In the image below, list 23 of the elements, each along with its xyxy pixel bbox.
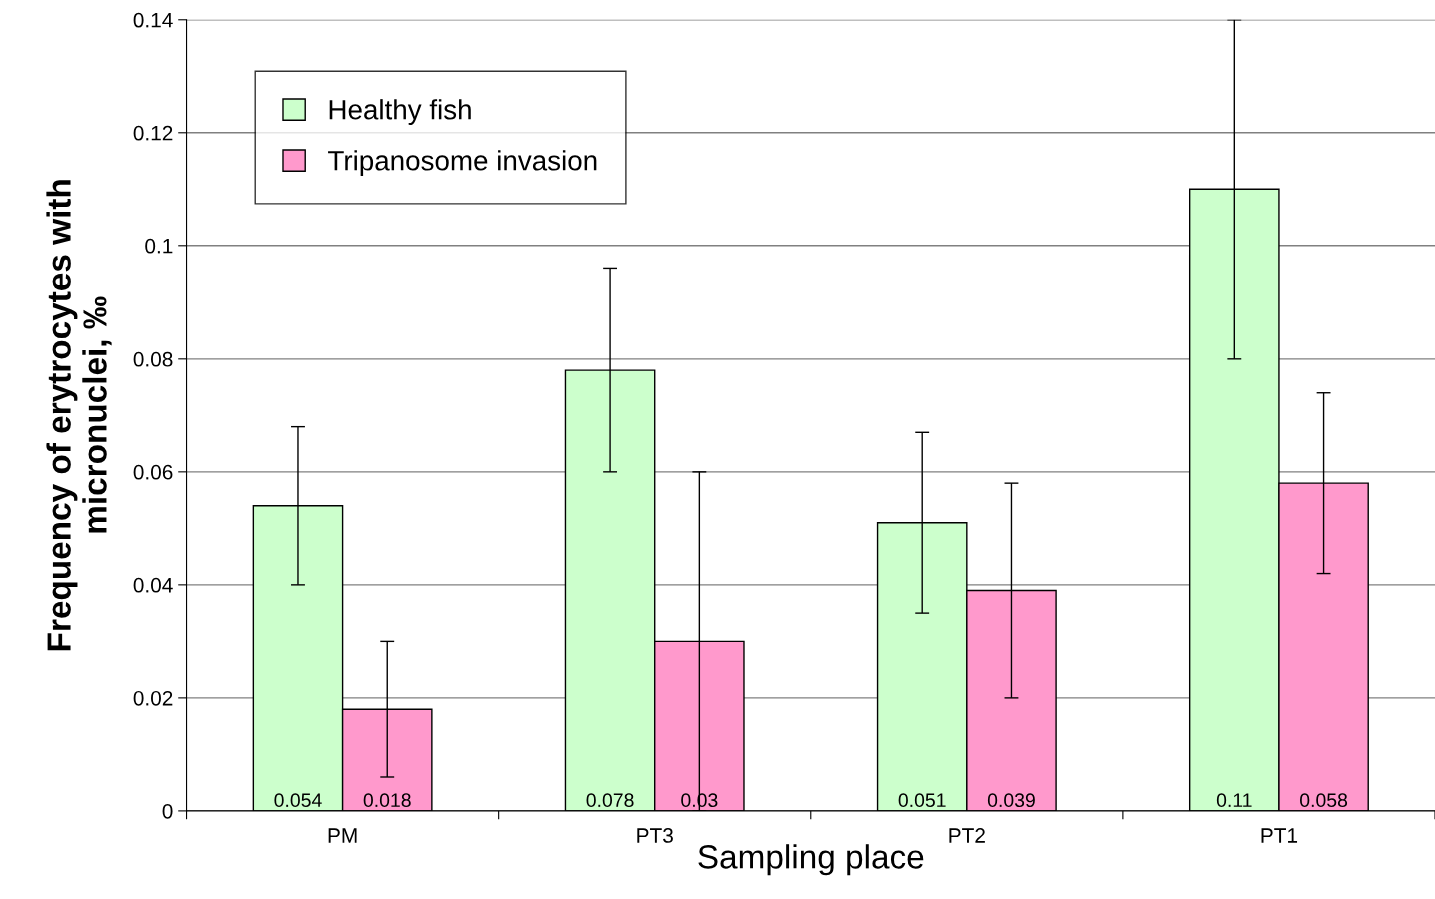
data-label: 0.054 bbox=[274, 793, 322, 808]
y-tick-label: 0.04 bbox=[133, 577, 173, 593]
x-tick-label: PM bbox=[328, 828, 357, 843]
legend-label: Healthy fish bbox=[329, 99, 471, 126]
x-axis-title: Sampling place bbox=[698, 844, 924, 876]
y-tick-label: 0.1 bbox=[145, 238, 173, 254]
data-label: 0.078 bbox=[586, 793, 634, 808]
y-tick-label: 0.06 bbox=[133, 464, 173, 480]
legend-label: Tripanosome invasion bbox=[328, 150, 597, 177]
data-label: 0.058 bbox=[1300, 793, 1348, 808]
data-label: 0.051 bbox=[898, 793, 946, 808]
x-tick-label: PT3 bbox=[637, 828, 673, 843]
y-tick-label: 0.08 bbox=[133, 351, 173, 367]
x-tick-label: PT1 bbox=[1261, 828, 1298, 843]
x-tick-label: PT2 bbox=[949, 828, 985, 843]
data-label: 0.11 bbox=[1216, 793, 1252, 808]
y-tick-label: 0.12 bbox=[133, 125, 173, 141]
data-label: 0.039 bbox=[987, 793, 1035, 808]
data-label: 0.018 bbox=[363, 793, 411, 808]
y-tick-label: 0 bbox=[162, 803, 173, 819]
y-tick-label: 0.02 bbox=[133, 690, 173, 706]
y-tick-label: 0.14 bbox=[133, 12, 173, 28]
y-axis-title: Frequency of erytrocytes with micronuclei, ‰ bbox=[46, 180, 112, 651]
